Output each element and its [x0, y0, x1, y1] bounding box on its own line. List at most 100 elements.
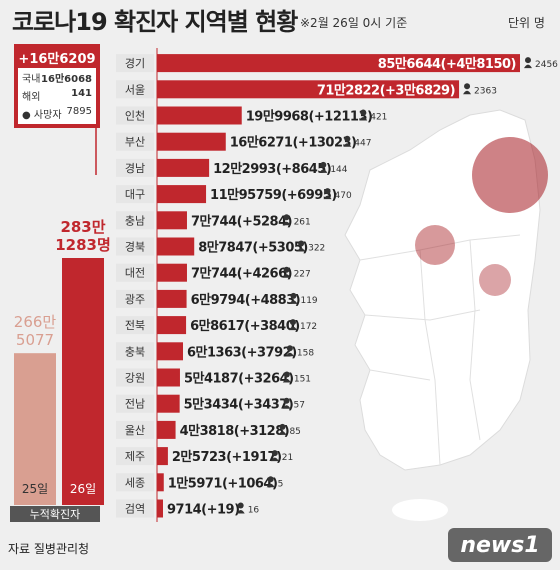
page-title: 코로나19 확진자 지역별 현황 — [12, 8, 298, 36]
person-icon — [271, 450, 278, 457]
region-label-bg — [116, 106, 154, 125]
region-bar — [157, 237, 195, 256]
person-icon — [285, 352, 294, 357]
region-value-label: 6만8617(+3840) — [190, 318, 300, 334]
region-bar — [157, 158, 210, 177]
person-icon — [282, 274, 291, 278]
region-value-label: 85만6644(+4만8150) — [378, 56, 516, 72]
cumulative-bar — [62, 258, 104, 505]
region-bar — [157, 106, 242, 125]
cumulative-bar — [14, 353, 56, 505]
source-label: 자료 질병관리청 — [8, 542, 90, 556]
region-death-label: 421 — [370, 113, 387, 123]
unit-label: 단위 명 — [508, 16, 545, 30]
region-tick-label: 대전 — [125, 267, 145, 280]
person-icon — [289, 319, 296, 326]
region-value-label: 6만9794(+4883) — [191, 292, 301, 308]
region-value-label: 11만95759(+6995) — [210, 187, 337, 203]
person-icon — [236, 510, 245, 514]
region-label-bg — [116, 342, 154, 361]
region-label-bg — [116, 447, 154, 466]
region-death-label: 21 — [282, 453, 293, 463]
person-icon — [283, 397, 290, 404]
region-bar — [157, 499, 163, 518]
person-icon — [283, 371, 290, 378]
region-death-label: 227 — [294, 270, 311, 280]
region-label-bg — [116, 132, 154, 151]
region-tick-label: 강원 — [125, 372, 145, 385]
person-icon — [323, 195, 332, 200]
region-bar — [157, 394, 180, 413]
region-label-bg — [116, 499, 154, 518]
region-value-label: 12만2993(+8645) — [213, 161, 331, 177]
region-label-bg — [116, 211, 154, 230]
person-icon — [278, 431, 287, 435]
daily-summary-box: +16만6209 국내 16만6068 해외 141 ● 사망자 7895 — [14, 44, 100, 128]
person-icon — [266, 483, 275, 488]
person-icon — [319, 169, 328, 173]
region-value-label: 7만744(+4266) — [191, 266, 292, 282]
person-icon — [359, 117, 368, 121]
person-icon — [464, 83, 471, 90]
region-value-label: 4만3818(+3128) — [180, 423, 290, 439]
region-value-label: 8만7847(+5305) — [198, 240, 308, 256]
person-icon — [297, 248, 306, 252]
region-tick-label: 서울 — [125, 83, 145, 96]
region-label-bg — [116, 80, 154, 99]
subtitle: ※2월 26일 0시 기준 — [300, 16, 408, 30]
person-icon — [286, 345, 293, 352]
region-death-label: 2363 — [474, 86, 497, 96]
region-death-label: 151 — [294, 375, 311, 385]
region-bar — [157, 473, 164, 492]
region-tick-label: 경남 — [125, 162, 145, 175]
region-label-bg — [116, 394, 154, 413]
cumulative-value-label: 1283명 — [55, 236, 111, 254]
cumulative-tick-label: 26일 — [70, 482, 96, 496]
region-value-label: 5만4187(+3264) — [184, 371, 294, 387]
region-tick-label: 경북 — [125, 241, 145, 254]
region-tick-label: 부산 — [125, 136, 145, 149]
region-death-label: 119 — [300, 296, 317, 306]
person-icon — [270, 457, 279, 462]
region-label-bg — [116, 316, 154, 335]
deaths-value: 7895 — [66, 106, 92, 117]
region-tick-label: 충남 — [125, 214, 145, 227]
region-bar — [157, 185, 207, 204]
region-death-label: 261 — [294, 217, 311, 227]
region-label-bg — [116, 158, 154, 177]
region-label-bg — [116, 54, 154, 73]
person-icon — [344, 135, 351, 142]
person-icon — [289, 300, 298, 304]
region-death-label: 16 — [248, 506, 260, 516]
person-icon — [283, 266, 290, 273]
person-icon — [283, 214, 290, 221]
region-tick-label: 경기 — [125, 57, 145, 70]
region-label-bg — [116, 263, 154, 282]
region-bar — [157, 368, 180, 387]
person-icon: ● — [22, 110, 31, 121]
person-icon — [324, 188, 331, 195]
summary-detail: 국내 16만6068 해외 141 ● 사망자 7895 — [18, 68, 96, 124]
region-death-label: 470 — [335, 191, 352, 201]
region-death-label: 172 — [300, 322, 317, 332]
region-tick-label: 울산 — [125, 424, 145, 437]
person-icon — [282, 379, 291, 383]
region-bar — [157, 263, 187, 282]
region-value-label: 5만3434(+3437) — [184, 397, 294, 413]
region-tick-label: 대구 — [125, 188, 145, 201]
region-bar — [157, 132, 226, 151]
region-bar — [157, 80, 460, 99]
region-bar — [157, 316, 187, 335]
domestic-label: 국내 — [22, 74, 41, 85]
region-death-label: 144 — [330, 165, 347, 175]
region-label-bg — [116, 185, 154, 204]
region-label-bg — [116, 237, 154, 256]
region-bar — [157, 54, 520, 73]
region-value-label: 19만9968(+12113) — [246, 109, 373, 125]
region-value-label: 16만6271(+13023) — [230, 135, 357, 151]
region-value-label: 2만5723(+1917) — [172, 449, 282, 465]
region-tick-label: 세종 — [125, 476, 145, 489]
person-icon — [279, 423, 286, 430]
person-icon — [290, 292, 297, 299]
